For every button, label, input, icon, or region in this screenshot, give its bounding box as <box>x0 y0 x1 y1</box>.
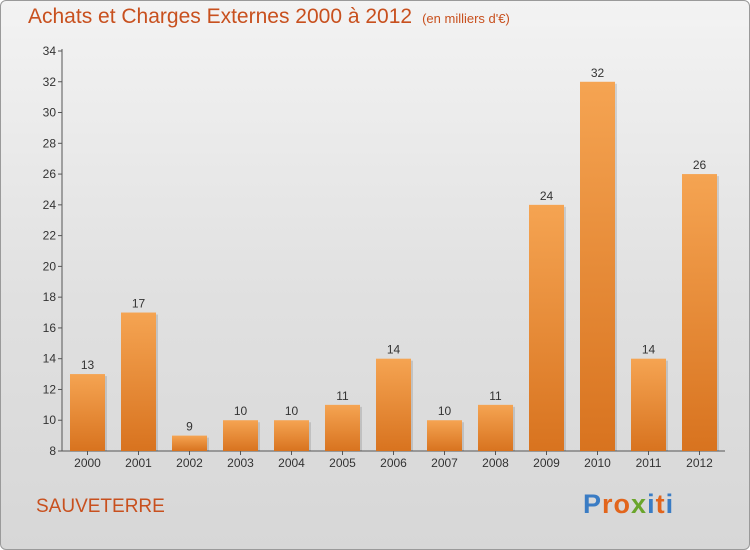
y-tick-label: 18 <box>43 290 57 304</box>
y-tick-label: 24 <box>43 198 57 212</box>
logo-letter: o <box>613 489 632 519</box>
bar-2005 <box>325 404 360 451</box>
x-tick-label-2006: 2006 <box>380 456 407 470</box>
logo-letter: P <box>583 489 603 519</box>
data-label-2004: 10 <box>285 404 299 418</box>
y-tick-label: 16 <box>43 321 57 335</box>
bar-2002 <box>172 435 207 451</box>
y-tick-label: 20 <box>43 259 57 273</box>
y-tick-label: 32 <box>43 75 57 89</box>
logo-letter: t <box>655 489 666 519</box>
y-tick-label: 12 <box>43 382 57 396</box>
x-tick-label-2002: 2002 <box>176 456 203 470</box>
chart-subtitle: (en milliers d'€) <box>422 11 510 26</box>
logo-letter: i <box>665 489 675 519</box>
bar-2007 <box>427 420 462 451</box>
y-tick-label: 26 <box>43 167 57 181</box>
y-tick-label: 30 <box>43 106 57 120</box>
data-label-2000: 13 <box>81 358 95 372</box>
proxiti-logo: Proxiti <box>583 489 674 520</box>
x-tick-label-2009: 2009 <box>533 456 560 470</box>
bar-2006 <box>376 358 411 451</box>
bar-2004 <box>274 420 309 451</box>
bar-2012 <box>682 174 717 452</box>
x-tick-label-2003: 2003 <box>227 456 254 470</box>
bar-2000 <box>70 374 105 451</box>
logo-letter: x <box>631 489 648 519</box>
data-label-2001: 17 <box>132 297 146 311</box>
x-tick-label-2012: 2012 <box>686 456 713 470</box>
bar-2009 <box>529 204 564 451</box>
logo-letter: i <box>647 489 656 519</box>
bar-2010 <box>580 81 615 452</box>
commune-name: SAUVETERRE <box>36 496 165 517</box>
y-tick-label: 10 <box>43 413 57 427</box>
data-label-2012: 26 <box>693 158 707 172</box>
data-label-2006: 14 <box>387 343 401 357</box>
data-label-2005: 11 <box>336 389 349 403</box>
title-text: Achats et Charges Externes 2000 à 2012 <box>28 5 413 28</box>
bar-2003 <box>223 420 258 451</box>
x-tick-label-2008: 2008 <box>482 456 509 470</box>
y-tick-label: 34 <box>43 44 57 58</box>
bar-2011 <box>631 358 666 451</box>
x-tick-label-2005: 2005 <box>329 456 356 470</box>
data-label-2010: 32 <box>591 66 605 80</box>
bar-2001 <box>121 312 156 451</box>
x-tick-label-2001: 2001 <box>125 456 152 470</box>
y-tick-label: 22 <box>43 229 57 243</box>
data-label-2007: 10 <box>438 404 452 418</box>
data-label-2008: 11 <box>489 389 502 403</box>
x-tick-label-2004: 2004 <box>278 456 305 470</box>
x-tick-label-2011: 2011 <box>636 456 662 470</box>
bar-2008 <box>478 404 513 451</box>
x-tick-label-2000: 2000 <box>74 456 101 470</box>
x-tick-label-2010: 2010 <box>584 456 611 470</box>
y-tick-label: 8 <box>49 444 56 458</box>
data-label-2011: 14 <box>642 343 656 357</box>
data-label-2003: 10 <box>234 404 248 418</box>
data-label-2009: 24 <box>540 189 554 203</box>
logo-letter: r <box>602 489 614 519</box>
y-tick-label: 14 <box>43 352 57 366</box>
y-tick-label: 28 <box>43 136 57 150</box>
x-tick-label-2007: 2007 <box>431 456 458 470</box>
chart-title: Achats et Charges Externes 2000 à 2012 (e… <box>28 5 510 29</box>
data-label-2002: 9 <box>186 420 193 434</box>
